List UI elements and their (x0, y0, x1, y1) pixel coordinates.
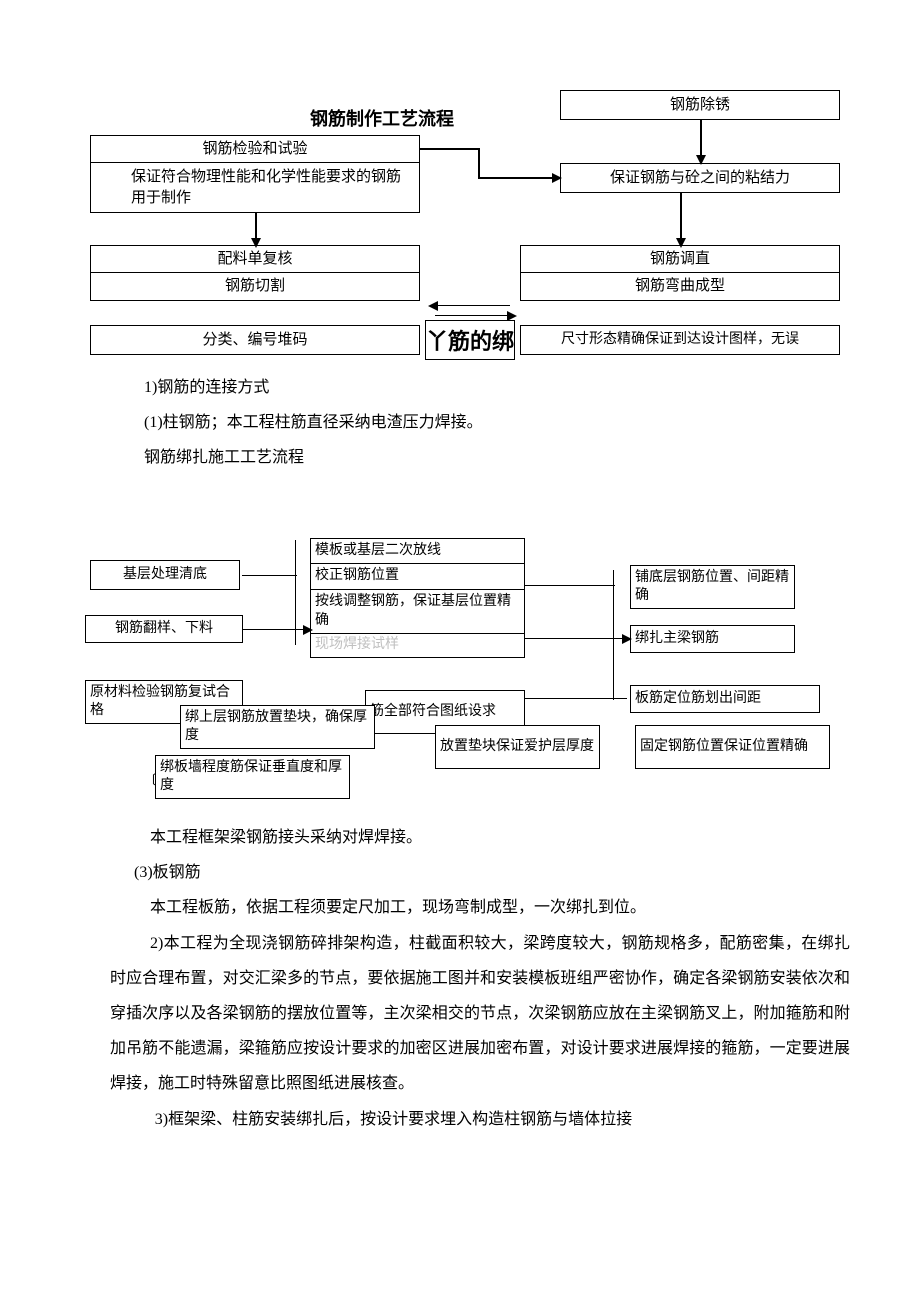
text-line: (3)板钢筋 (110, 855, 850, 890)
d2-correct: 校正钢筋位置 (310, 564, 525, 590)
arrow (478, 177, 556, 179)
text-block-1: 1)钢筋的连接方式 (1)柱钢筋；本工程柱筋直径采纳电渣压力焊接。 钢筋绑扎施工… (120, 370, 860, 476)
arrow-head (676, 238, 686, 248)
arrow-head (428, 301, 438, 311)
arrow (435, 305, 510, 306)
d2-adjust: 按线调整钢筋，保证基层位置精确 (310, 590, 525, 634)
arrow (255, 213, 257, 241)
arrow-head (552, 173, 562, 183)
d2-rebar-sample: 钢筋翻样、下料 (85, 615, 243, 643)
connector (243, 629, 307, 630)
connector (242, 575, 297, 576)
overlay-box: 丫筋的绑 (425, 320, 515, 360)
d2-base-clean: 基层处理清底 (90, 560, 240, 590)
diagram1: 钢筋除锈 钢筋检验和试验 保证符合物理性能和化学性能要求的钢筋用于制作 保证钢筋… (90, 80, 850, 380)
node-cutting: 钢筋切割 (90, 273, 420, 301)
text-block-2: 本工程框架梁钢筋接头采纳对焊焊接。 (3)板钢筋 本工程板筋，依据工程须要定尺加… (110, 820, 850, 1137)
d2-board-wall: 绑板墙程度筋保证垂直度和厚度 (155, 755, 350, 799)
arrow-head (507, 311, 517, 321)
node-batching: 配料单复核 (90, 245, 420, 273)
node-classify: 分类、编号堆码 (90, 325, 420, 355)
text-line: 1)钢筋的连接方式 (120, 370, 860, 405)
d2-cushion: 放置垫块保证爱护层厚度 (435, 725, 600, 769)
text-line: (1)柱钢筋；本工程柱筋直径采纳电渣压力焊接。 (120, 405, 860, 440)
arrow-head (251, 238, 261, 248)
connector (525, 585, 615, 586)
arrow (435, 315, 510, 316)
arrow-head (303, 625, 313, 635)
text-line: 本工程板筋，依据工程须要定尺加工，现场弯制成型，一次绑扎到位。 (110, 890, 850, 925)
d2-fix-pos: 固定钢筋位置保证位置精确 (635, 725, 830, 769)
arrow (680, 193, 682, 241)
arrow-head (696, 155, 706, 165)
node-bending: 钢筋弯曲成型 (520, 273, 840, 301)
text-line: 钢筋绑扎施工工艺流程 (120, 440, 860, 475)
arrow (700, 120, 702, 158)
d2-bottom-pos: 铺底层钢筋位置、间距精确 (630, 565, 795, 609)
text-line: 3)框架梁、柱筋安装绑扎后，按设计要求埋入构造柱钢筋与墙体拉接 (110, 1102, 850, 1137)
node-inspect-desc: 保证符合物理性能和化学性能要求的钢筋用于制作 (90, 163, 420, 213)
d2-bind-main: 绑扎主梁钢筋 (630, 625, 795, 653)
node-adhesion: 保证钢筋与砼之间的粘结力 (560, 163, 840, 193)
node-straighten: 钢筋调直 (520, 245, 840, 273)
arrow-head (622, 634, 632, 644)
node-dimension: 尺寸形态精确保证到达设计图样，无误 (520, 325, 840, 355)
arrow (420, 148, 480, 150)
connector (613, 570, 614, 700)
connector (525, 698, 627, 699)
d2-upper-block: 绑上层钢筋放置垫块，确保厚度 (180, 705, 375, 749)
diagram2: 基层处理清底 钢筋翻样、下料 原材料检验钢筋复试合格 绑上层钢筋放置垫块，确保厚… (85, 530, 860, 820)
connector (525, 638, 625, 639)
d2-field-weld: 现场焊接试样 (310, 634, 525, 658)
d2-locate: 板筋定位筋划出间距 (630, 685, 820, 713)
node-rust-removal: 钢筋除锈 (560, 90, 840, 120)
arrow (478, 148, 480, 178)
d2-formwork: 模板或基层二次放线 (310, 538, 525, 564)
text-para: 2)本工程为全现浇钢筋碎排架构造，柱截面积较大，梁跨度较大，钢筋规格多，配筋密集… (110, 926, 850, 1102)
text-line: 本工程框架梁钢筋接头采纳对焊焊接。 (110, 820, 850, 855)
node-inspect: 钢筋检验和试验 (90, 135, 420, 163)
